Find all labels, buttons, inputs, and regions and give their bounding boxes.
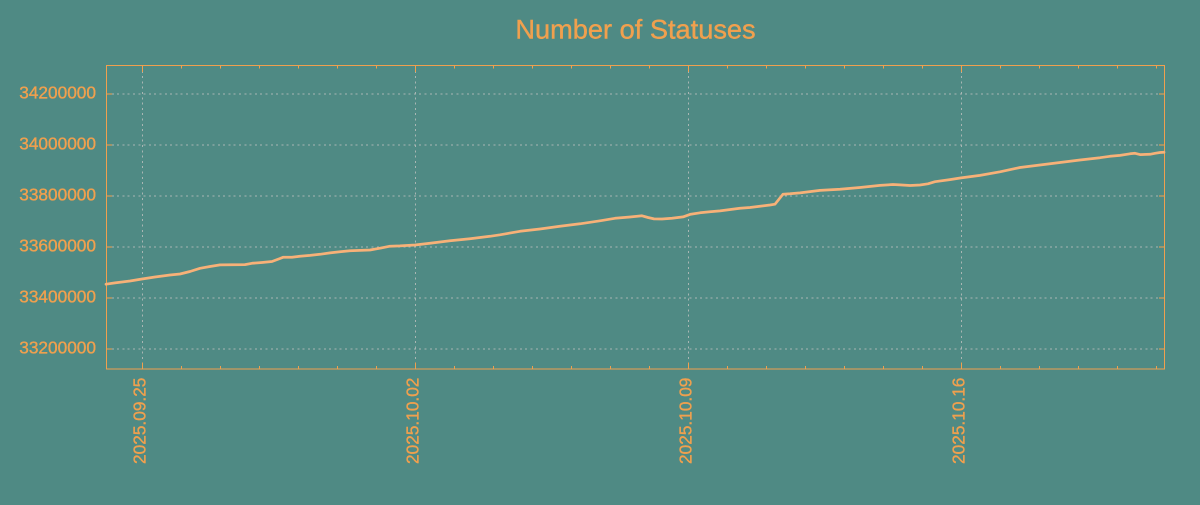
svg-text:33800000: 33800000 — [19, 185, 96, 205]
svg-text:2025.10.09: 2025.10.09 — [676, 378, 696, 464]
svg-text:Number of Statuses: Number of Statuses — [515, 13, 755, 44]
svg-text:2025.10.16: 2025.10.16 — [949, 378, 969, 464]
svg-text:33200000: 33200000 — [19, 338, 96, 358]
svg-text:33600000: 33600000 — [19, 236, 96, 256]
svg-text:33400000: 33400000 — [19, 287, 96, 307]
svg-text:2025.09.25: 2025.09.25 — [130, 378, 150, 464]
svg-text:34200000: 34200000 — [19, 83, 96, 103]
svg-text:34000000: 34000000 — [19, 134, 96, 154]
svg-text:2025.10.02: 2025.10.02 — [403, 378, 423, 464]
